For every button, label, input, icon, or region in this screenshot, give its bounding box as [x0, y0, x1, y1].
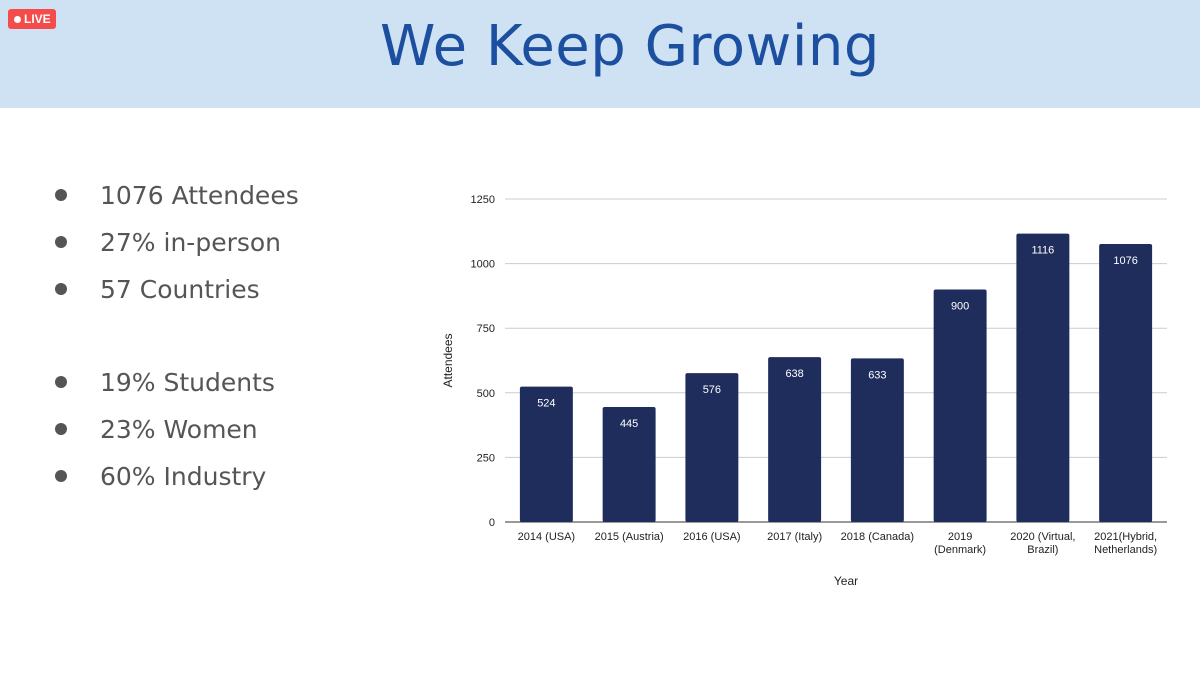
- y-tick-label: 1250: [471, 194, 495, 206]
- y-tick-label: 250: [477, 452, 495, 464]
- bullet-icon: [55, 376, 67, 388]
- bullet-icon: [55, 189, 67, 201]
- bullet-text: 60% Industry: [100, 461, 267, 491]
- x-tick-label: Brazil): [1027, 544, 1058, 556]
- x-tick-label: 2014 (USA): [518, 531, 575, 543]
- x-tick-label: 2019: [948, 531, 972, 543]
- record-dot-icon: [14, 15, 21, 23]
- bullet-icon: [55, 236, 67, 248]
- x-axis-title: Year: [834, 574, 858, 588]
- data-label: 638: [785, 368, 803, 380]
- data-label: 576: [703, 384, 721, 396]
- bullet-icon: [55, 470, 67, 482]
- bar: [519, 386, 573, 522]
- x-tick-label: Netherlands): [1094, 544, 1157, 556]
- bullet-item: 60% Industry: [55, 459, 415, 493]
- live-label: LIVE: [24, 12, 51, 26]
- bar: [1099, 243, 1153, 522]
- bullet-text: 23% Women: [100, 414, 258, 444]
- bullet-item: 19% Students: [55, 365, 415, 399]
- bar: [850, 358, 904, 522]
- x-tick-label: 2015 (Austria): [595, 531, 664, 543]
- bullet-text: 57 Countries: [100, 274, 260, 304]
- y-tick-label: 500: [477, 388, 495, 400]
- x-tick-label: 2017 (Italy): [767, 531, 822, 543]
- page-title: We Keep Growing: [380, 14, 880, 79]
- live-badge: LIVE: [8, 9, 56, 29]
- x-tick-label: 2018 (Canada): [841, 531, 914, 543]
- bullet-text: 1076 Attendees: [100, 180, 299, 210]
- y-tick-label: 750: [477, 323, 495, 335]
- data-label: 524: [537, 398, 555, 410]
- data-label: 1116: [1031, 245, 1054, 257]
- bullet-item: 27% in-person: [55, 225, 415, 259]
- data-label: 1076: [1113, 255, 1137, 267]
- bar: [933, 289, 987, 522]
- bar: [768, 357, 822, 522]
- bullet-item: 1076 Attendees: [55, 178, 415, 212]
- bullet-item: 23% Women: [55, 412, 415, 446]
- bar: [602, 407, 656, 522]
- header-banner: LIVE We Keep Growing: [0, 0, 1200, 108]
- data-label: 633: [868, 369, 886, 381]
- x-tick-label: 2021(Hybrid,: [1094, 531, 1157, 543]
- bullet-text: 19% Students: [100, 367, 275, 397]
- bar: [685, 373, 739, 522]
- bullet-icon: [55, 283, 67, 295]
- data-label: 900: [951, 300, 969, 312]
- data-label: 445: [620, 418, 638, 430]
- bullet-item: 57 Countries: [55, 272, 415, 306]
- bullet-icon: [55, 423, 67, 435]
- x-tick-label: 2016 (USA): [683, 531, 740, 543]
- y-tick-label: 1000: [471, 259, 495, 271]
- attendees-bar-chart: 0 250 500 750 1000 1250 524 2014 (USA) 445 2015 (…: [441, 194, 1167, 588]
- bullet-text: 27% in-person: [100, 227, 282, 257]
- x-tick-label: (Denmark): [934, 544, 986, 556]
- y-tick-label: 0: [489, 517, 495, 529]
- y-axis-title: Attendees: [441, 333, 455, 387]
- x-tick-label: 2020 (Virtual,: [1010, 531, 1075, 543]
- bar: [1016, 233, 1070, 522]
